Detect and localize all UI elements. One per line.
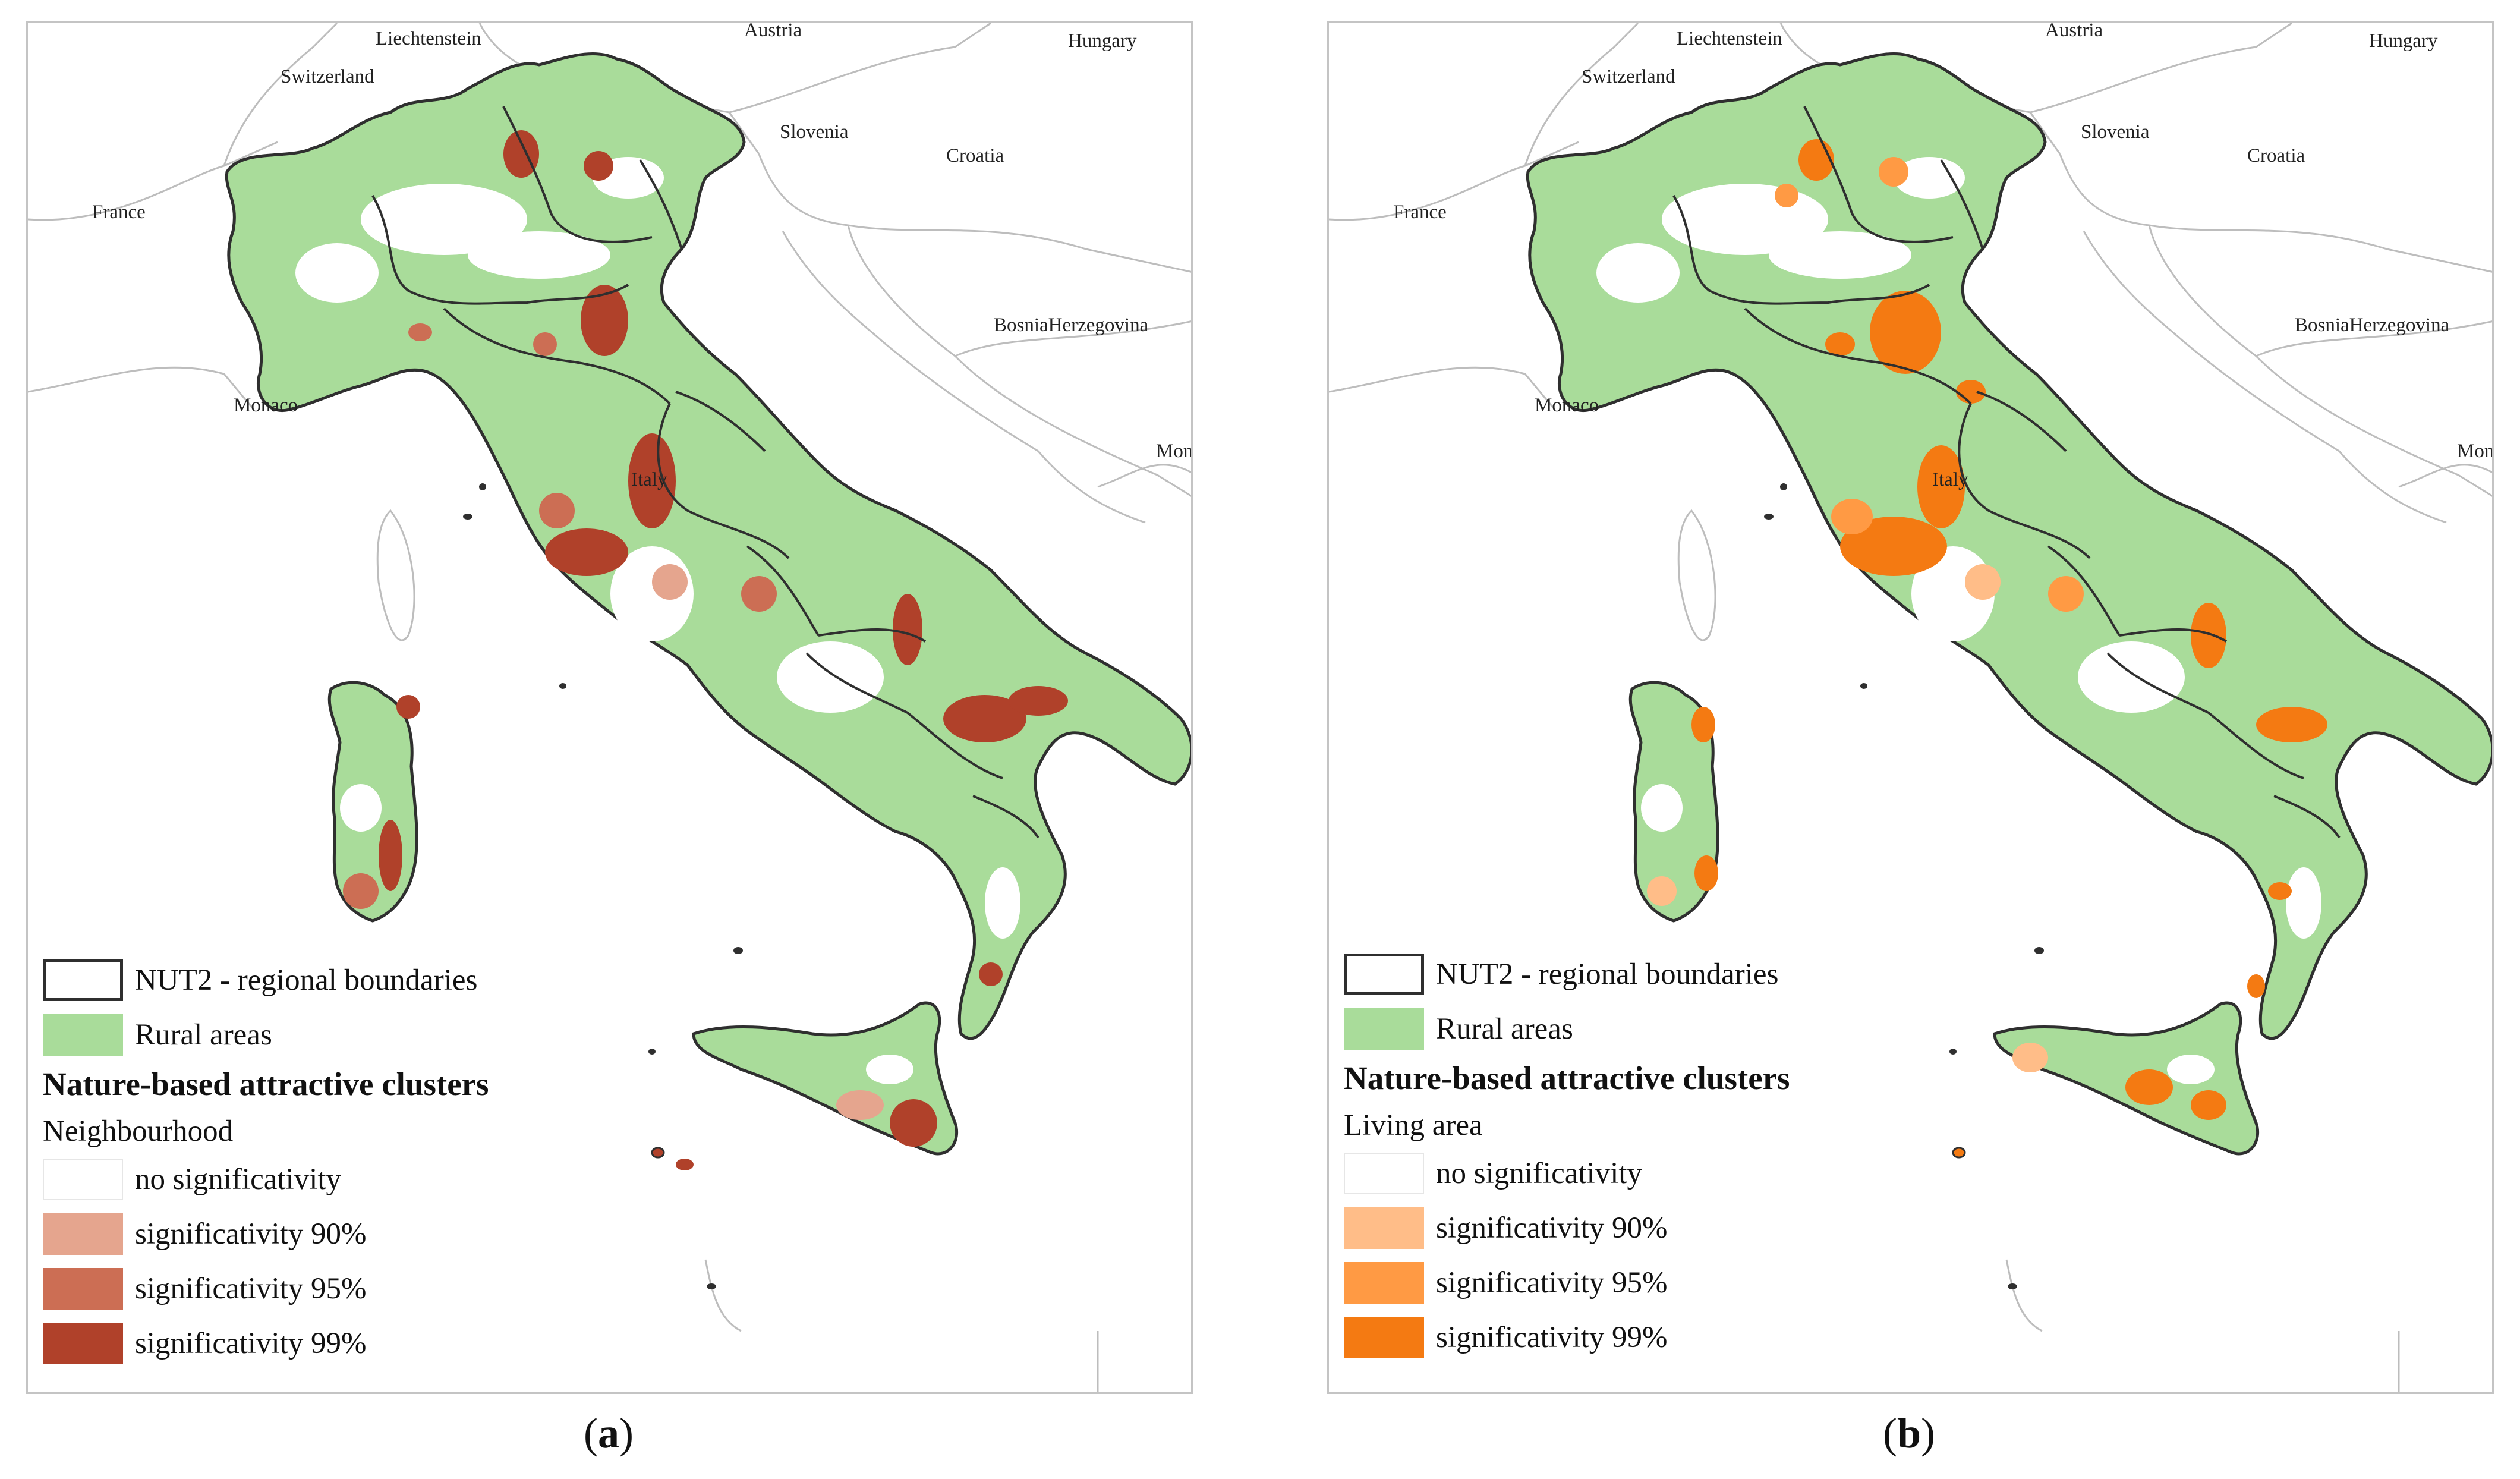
legend-label-boundaries: NUT2 - regional boundaries [135,964,478,997]
legend-label-boundaries: NUT2 - regional boundaries [1436,958,1779,991]
label-france: France [92,202,146,223]
nut2-boundaries [371,106,1040,839]
label-austria: Austria [744,21,802,41]
legend-heading: Nature-based attractive clusters [1344,1060,1790,1096]
class-swatch-0 [43,1159,123,1200]
caption-b: (b) [1883,1409,1936,1457]
label-france: France [1393,202,1447,223]
legend-label-class-3: significativity 99% [1436,1321,1668,1354]
legend-subheading: Living area [1344,1109,1483,1142]
label-bosnia: BosniaHerzegovina [2295,314,2450,336]
boundary-swatch [1344,954,1424,995]
map-panel-b: Liechtenstein Austria Hungary Switzerlan… [1327,21,2494,1394]
rural-areas [1526,52,2492,1156]
label-monaco: Monaco [1535,395,1599,416]
rural-areas [225,52,1191,1156]
legend-label-rural: Rural areas [1436,1012,1573,1046]
legend-label-class-2: significativity 95% [135,1272,367,1305]
significance-clusters [343,130,1068,1170]
label-hungary: Hungary [1068,30,1137,52]
class-swatch-0 [1344,1153,1424,1194]
label-italy: Italy [1932,469,1968,490]
rural-swatch [43,1014,123,1056]
italy-map-a [28,23,1191,1392]
caption-a-letter: a [597,1409,619,1457]
label-croatia: Croatia [946,145,1004,166]
legend-label-class-0: no significativity [1436,1157,1643,1190]
label-hungary: Hungary [2369,30,2438,52]
class-swatch-3 [1344,1317,1424,1358]
neighbour-borders [28,23,1191,1392]
class-swatch-2 [43,1268,123,1310]
legend-label-class-1: significativity 90% [135,1217,367,1251]
label-croatia: Croatia [2247,145,2305,166]
label-italy: Italy [631,469,667,490]
map-panel-a: Liechtenstein Austria Hungary Switzerlan… [26,21,1193,1394]
legend-label-class-3: significativity 99% [135,1327,367,1360]
label-switzerland: Switzerland [1582,66,1675,87]
caption-a: (a) [584,1409,634,1457]
italy-map-b [1329,23,2492,1392]
label-switzerland: Switzerland [281,66,374,87]
label-slovenia: Slovenia [2081,121,2150,143]
legend-label-class-1: significativity 90% [1436,1211,1668,1245]
caption-b-letter: b [1897,1409,1922,1457]
label-mon: Mon [1156,440,1193,462]
label-mon: Mon [2457,440,2494,462]
class-swatch-1 [1344,1207,1424,1249]
class-swatch-2 [1344,1262,1424,1304]
label-slovenia: Slovenia [780,121,849,143]
label-bosnia: BosniaHerzegovina [994,314,1149,336]
label-liechtenstein: Liechtenstein [1677,28,1782,49]
non-rural-areas [295,157,1020,1084]
label-austria: Austria [2045,21,2103,41]
class-swatch-1 [43,1213,123,1255]
boundary-swatch [43,959,123,1001]
label-monaco: Monaco [234,395,298,416]
legend-label-rural: Rural areas [135,1018,272,1052]
legend-heading: Nature-based attractive clusters [43,1066,489,1102]
significance-clusters [1647,139,2327,1120]
legend-subheading: Neighbourhood [43,1115,234,1148]
label-liechtenstein: Liechtenstein [376,28,481,49]
legend-label-class-2: significativity 95% [1436,1266,1668,1299]
legend-label-class-0: no significativity [135,1163,342,1196]
small-islands [463,483,743,1289]
rural-swatch [1344,1008,1424,1050]
small-islands [1764,483,2044,1289]
nut2-boundaries [1672,106,2341,839]
class-swatch-3 [43,1323,123,1364]
